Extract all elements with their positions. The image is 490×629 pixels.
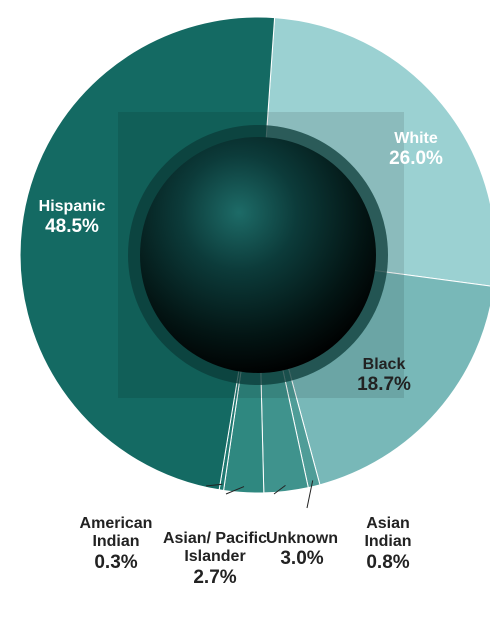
label-asian-indian-name: Asian Indian — [364, 515, 412, 551]
label-unknown-value: 3.0% — [280, 548, 324, 570]
label-hispanic: Hispanic 48.5% — [22, 198, 122, 238]
label-hispanic-value: 48.5% — [45, 216, 99, 238]
label-asian-indian: Asian Indian 0.8% — [342, 515, 434, 574]
label-asian-pacific: Asian/ Pacific Islander 2.7% — [160, 530, 270, 589]
leader-lines — [205, 480, 314, 509]
label-american-indian: American Indian 0.3% — [66, 515, 166, 574]
label-hispanic-name: Hispanic — [38, 198, 106, 215]
label-black-value: 18.7% — [357, 374, 411, 396]
leader-asian-pacific-islander — [225, 486, 245, 495]
label-asian-pacific-name: Asian/ Pacific Islander — [162, 530, 268, 566]
label-unknown-name: Unknown — [266, 530, 338, 547]
label-unknown: Unknown 3.0% — [250, 530, 354, 570]
center-sphere — [140, 137, 376, 373]
label-black-name: Black — [362, 356, 406, 373]
label-white-name: White — [394, 130, 438, 147]
leader-american-indian — [205, 483, 223, 487]
label-asian-pacific-value: 2.7% — [193, 566, 237, 588]
leader-unknown — [273, 484, 286, 495]
label-american-indian-name: American Indian — [79, 515, 153, 551]
label-white: White 26.0% — [368, 130, 464, 170]
label-white-value: 26.0% — [389, 148, 443, 170]
label-black: Black 18.7% — [338, 356, 430, 396]
label-asian-indian-value: 0.8% — [366, 551, 410, 573]
label-american-indian-value: 0.3% — [94, 551, 138, 573]
leader-asian-indian — [306, 480, 314, 509]
